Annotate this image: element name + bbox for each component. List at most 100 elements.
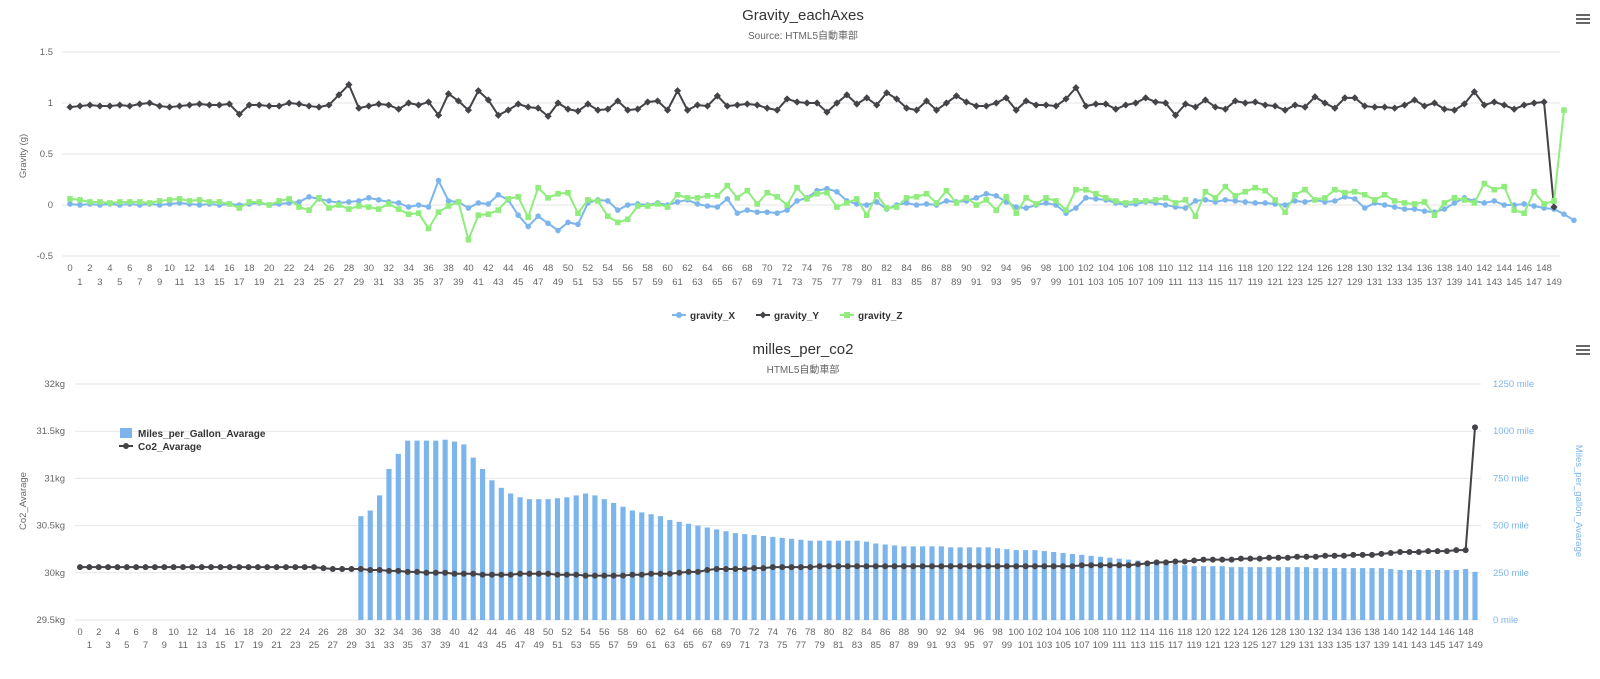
top-x-tick-label: 97 — [1031, 277, 1042, 288]
data-point-gravity_X — [794, 198, 800, 204]
bottom-x-tick-label: 96 — [974, 627, 985, 638]
bar-Miles_per_Gallon_Avarage — [1406, 569, 1413, 620]
data-point-Co2_Avarage — [142, 564, 149, 571]
legend-item-gravity_Z[interactable]: gravity_Z — [840, 311, 902, 322]
data-point-gravity_Z — [624, 216, 631, 223]
top-x-tick-label: 118 — [1238, 263, 1253, 274]
data-point-Co2_Avarage — [957, 563, 964, 570]
data-point-gravity_X — [863, 202, 870, 208]
bar-Miles_per_Gallon_Avarage — [742, 534, 748, 620]
bar-Miles_per_Gallon_Avarage — [1182, 565, 1188, 620]
bar-Miles_per_Gallon_Avarage — [554, 498, 561, 620]
legend-item-Co2_Avarage[interactable]: Co2_Avarage — [119, 442, 202, 453]
legend-item-Miles_per_Gallon_Avarage[interactable]: Miles_per_Gallon_Avarage — [120, 428, 266, 440]
data-point-gravity_X — [1421, 208, 1428, 214]
bottom-x-tick-label: 28 — [337, 627, 348, 638]
data-point-gravity_X — [1411, 206, 1418, 212]
bottom-x-tick-label: 10 — [168, 627, 179, 638]
bottom-x-tick-label: 90 — [917, 627, 928, 638]
bar-Miles_per_Gallon_Avarage — [770, 536, 776, 620]
top-chart-legend[interactable]: gravity_X gravity_Y gravity_Z — [672, 311, 902, 322]
data-point-gravity_Z — [316, 195, 322, 201]
data-point-Co2_Avarage — [657, 570, 664, 577]
data-point-gravity_Y — [165, 103, 174, 111]
top-x-tick-label: 104 — [1098, 263, 1114, 274]
data-point-gravity_Z — [824, 189, 830, 196]
data-point-gravity_Z — [515, 194, 521, 200]
data-point-Co2_Avarage — [208, 564, 215, 571]
data-point-gravity_Z — [1342, 189, 1348, 196]
data-point-gravity_Y — [723, 102, 731, 110]
bar-Miles_per_Gallon_Avarage — [957, 547, 963, 620]
data-point-Co2_Avarage — [825, 563, 832, 570]
data-point-gravity_Z — [804, 196, 810, 202]
data-point-gravity_Y — [1092, 100, 1100, 108]
data-point-gravity_Z — [1003, 194, 1010, 200]
data-point-gravity_Z — [1292, 192, 1298, 198]
data-point-gravity_Z — [565, 189, 571, 196]
legend-item-gravity_Y[interactable]: gravity_Y — [756, 311, 819, 322]
data-point-gravity_X — [1202, 197, 1209, 203]
data-point-gravity_Y — [594, 106, 602, 114]
data-point-Co2_Avarage — [882, 563, 889, 570]
bottom-x-tick-label: 39 — [440, 640, 451, 651]
data-point-Co2_Avarage — [1406, 549, 1413, 556]
bar-Miles_per_Gallon_Avarage — [863, 541, 870, 620]
hamburger-menu-icon[interactable] — [1574, 343, 1592, 357]
bottom-x-tick-label: 110 — [1102, 627, 1117, 638]
data-point-Co2_Avarage — [938, 563, 945, 570]
data-point-gravity_Y — [305, 102, 313, 110]
data-point-gravity_X — [1391, 204, 1398, 210]
top-chart-subtitle: Source: HTML5自動車部 — [748, 29, 858, 42]
bar-Miles_per_Gallon_Avarage — [1341, 568, 1347, 620]
bar-Miles_per_Gallon_Avarage — [1229, 567, 1235, 620]
bottom-x-tick-label: 45 — [496, 640, 507, 651]
data-point-gravity_Y — [1460, 100, 1468, 108]
data-point-gravity_Z — [385, 201, 392, 207]
bar-Miles_per_Gallon_Avarage — [367, 510, 373, 620]
bottom-x-tick-label: 5 — [124, 640, 129, 651]
data-point-gravity_Y — [255, 101, 263, 109]
data-point-gravity_Z — [774, 194, 780, 200]
data-point-Co2_Avarage — [1425, 548, 1432, 555]
bar-Miles_per_Gallon_Avarage — [1369, 568, 1375, 620]
bottom-x-tick-label: 27 — [327, 640, 338, 651]
data-point-Co2_Avarage — [1275, 554, 1282, 561]
data-point-Co2_Avarage — [1078, 562, 1085, 569]
data-point-Co2_Avarage — [311, 564, 318, 571]
data-point-Co2_Avarage — [432, 569, 439, 576]
data-point-Co2_Avarage — [1219, 556, 1226, 563]
data-point-gravity_Z — [186, 198, 193, 204]
top-y-axis-title: Gravity (g) — [18, 134, 29, 178]
top-x-tick-label: 25 — [314, 277, 325, 288]
data-point-gravity_Z — [1212, 195, 1219, 201]
bar-Miles_per_Gallon_Avarage — [423, 440, 429, 620]
data-point-gravity_Y — [424, 98, 433, 106]
bottom-x-tick-label: 78 — [805, 627, 816, 638]
data-point-gravity_X — [1332, 198, 1338, 204]
bottom-x-tick-label: 38 — [430, 627, 441, 638]
data-point-gravity_Y — [245, 101, 253, 109]
data-point-gravity_Z — [206, 199, 213, 205]
bottom-x-tick-label: 83 — [852, 640, 863, 651]
top-x-tick-label: 34 — [403, 263, 414, 274]
data-point-gravity_Z — [973, 202, 980, 208]
top-x-tick-label: 37 — [433, 277, 444, 288]
data-point-gravity_Z — [1192, 213, 1199, 220]
data-point-gravity_Z — [654, 201, 661, 207]
data-point-Co2_Avarage — [1153, 559, 1160, 566]
data-point-Co2_Avarage — [414, 568, 421, 575]
data-point-gravity_Z — [1043, 195, 1049, 201]
bottom-x-tick-label: 120 — [1196, 627, 1212, 638]
bar-Miles_per_Gallon_Avarage — [1163, 563, 1169, 620]
data-point-gravity_X — [714, 204, 721, 210]
hamburger-menu-icon[interactable] — [1574, 12, 1592, 26]
legend-item-gravity_X[interactable]: gravity_X — [672, 311, 735, 322]
bottom-x-tick-label: 63 — [665, 640, 676, 651]
bar-Miles_per_Gallon_Avarage — [760, 535, 767, 620]
top-x-tick-label: 136 — [1417, 263, 1433, 274]
bottom-x-tick-label: 77 — [796, 640, 807, 651]
bar-Miles_per_Gallon_Avarage — [901, 546, 907, 620]
bottom-chart-legend[interactable]: Miles_per_Gallon_Avarage Co2_Avarage — [119, 428, 266, 453]
bottom-x-tick-label: 128 — [1270, 627, 1286, 638]
